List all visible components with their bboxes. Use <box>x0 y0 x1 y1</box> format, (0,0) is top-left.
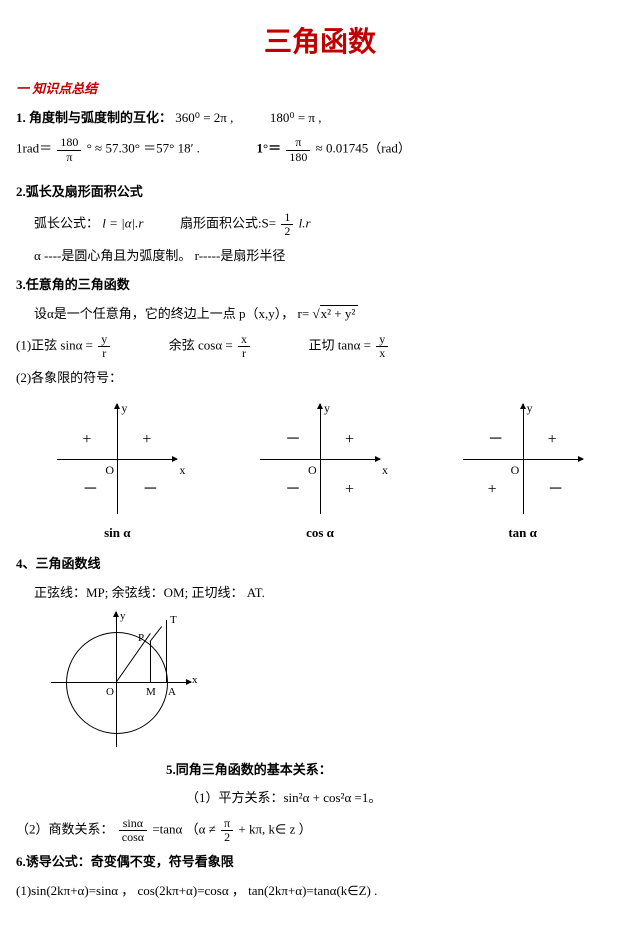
section-header: 一 知识点总结 <box>16 79 624 100</box>
page-title: 三角函数 <box>16 20 624 65</box>
p6-head: 6.诱导公式：奇变偶不变，符号看象限 <box>16 852 624 873</box>
rad-prefix: 1rad＝ <box>16 141 52 156</box>
sin-label: (1)正弦 sinα = <box>16 338 93 353</box>
p3-defs: (1)正弦 sinα = yr 余弦 cosα = xr 正切 tanα = y… <box>16 333 624 360</box>
p4-head: 4、三角函数线 <box>16 554 624 575</box>
p3-signs-label: (2)各象限的符号： <box>16 368 624 389</box>
p1-line2: 1rad＝ 180 π ° ≈ 57.30° ＝57° 18′ . 1°＝ π … <box>16 136 624 163</box>
p1-eq2: 180⁰ = π , <box>270 110 322 125</box>
p2-formulas: 弧长公式： l = |α|.r 扇形面积公式:S= 1 2 l.r <box>16 211 624 238</box>
p3-head: 3.任意角的三角函数 <box>16 275 624 296</box>
p4-body: 正弦线：MP; 余弦线：OM; 正切线： AT. <box>16 583 624 604</box>
p3-intro: 设α是一个任意角，它的终边上一点 p（x,y）， r= √x² + y² <box>16 304 624 325</box>
arc-formula: l = |α|.r <box>102 215 143 230</box>
p1-eq1: 360⁰ = 2π , <box>175 110 233 125</box>
sqrt-symbol: √x² + y² <box>312 304 358 325</box>
area-label: 扇形面积公式:S= <box>180 215 276 230</box>
sign-diagrams: y x O + + － － y x O － + － + y O － + + － <box>16 399 624 519</box>
cos-diagram: y x O － + － + <box>250 399 390 519</box>
rad-tail: ° ≈ 57.30° ＝57° 18′ . <box>87 141 200 156</box>
rad-frac: 180 π <box>57 136 81 163</box>
p2-head: 2.弧长及扇形面积公式 <box>16 182 624 203</box>
area-tail: l.r <box>299 215 311 230</box>
deg-tail: ≈ 0.01745（rad） <box>316 141 411 156</box>
p5-sq: （1）平方关系：sin²α + cos²α =1。 <box>16 788 624 809</box>
cos-label: 余弦 cosα = <box>169 338 233 353</box>
tan-label: 正切 tanα = <box>308 338 371 353</box>
p2-note: α ----是圆心角且为弧度制。 r-----是扇形半径 <box>16 246 624 267</box>
tan-diagram: y O － + + － <box>453 399 593 519</box>
unit-circle-diagram: O M A P T y x <box>46 612 186 752</box>
deg-prefix: 1°＝ <box>256 141 281 156</box>
p5-head: 5.同角三角函数的基本关系： <box>16 760 624 781</box>
diagram-row-labels: sin α cos α tan α <box>16 523 624 544</box>
p5-quot: （2）商数关系： sinαcosα =tanα （α ≠ π2 + kπ, k∈… <box>16 817 624 844</box>
area-frac: 1 2 <box>281 211 293 238</box>
p1-line1: 1. 角度制与弧度制的互化： 360⁰ = 2π , 180⁰ = π , <box>16 108 624 129</box>
deg-frac: π 180 <box>286 136 310 163</box>
sin-diagram: y x O + + － － <box>47 399 187 519</box>
arc-label: 弧长公式： <box>34 215 99 230</box>
p1-label: 1. 角度制与弧度制的互化： <box>16 110 172 125</box>
p6-body: (1)sin(2kπ+α)=sinα ， cos(2kπ+α)=cosα ， t… <box>16 881 624 902</box>
